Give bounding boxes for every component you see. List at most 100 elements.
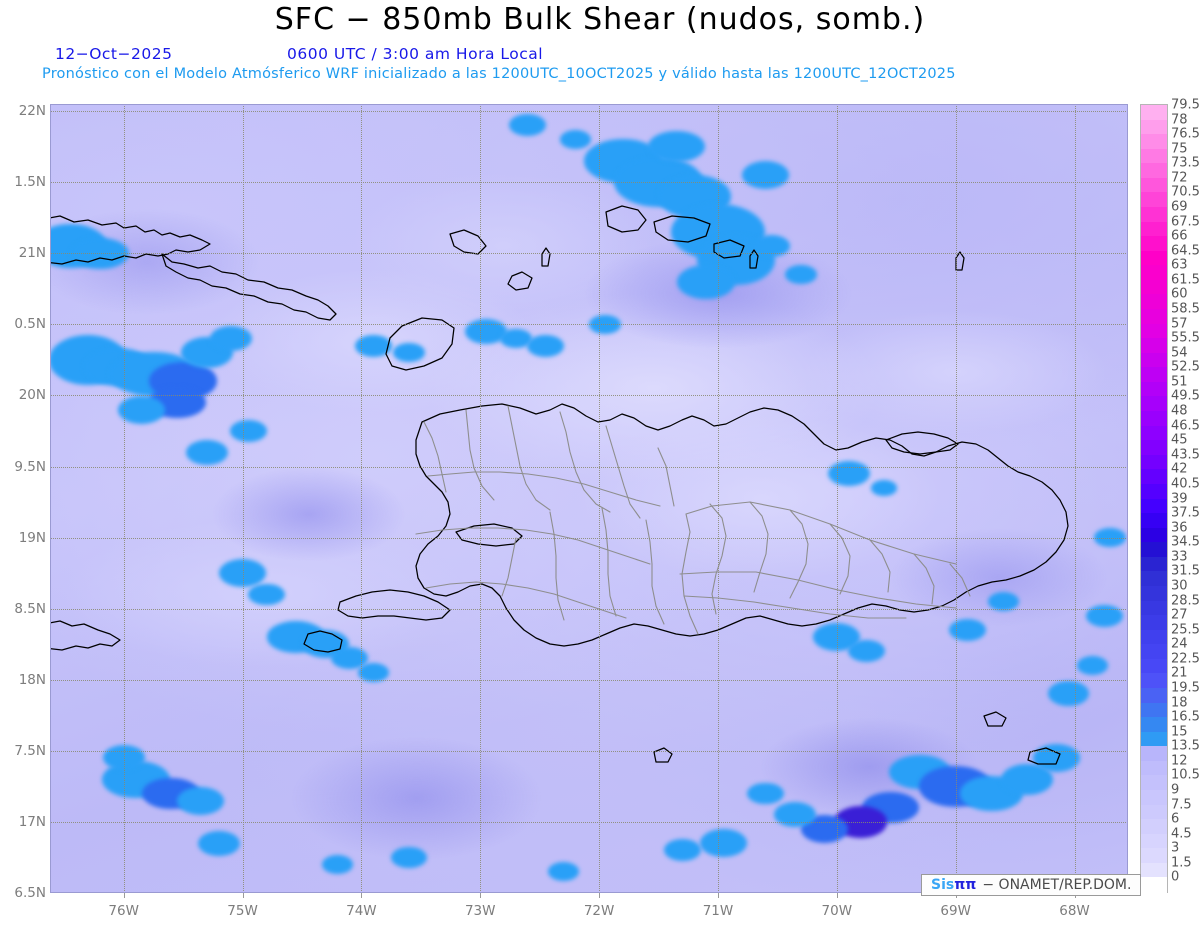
shear-max-patch [663,839,701,862]
lon-tick-label: 72W [583,903,615,919]
colorbar-swatch [1141,367,1167,383]
colorbar-tick-label: 45 [1171,432,1188,448]
colorbar-tick-label: 63 [1171,257,1188,273]
lon-tick-mark [123,893,125,898]
gridline-lat-19N [50,537,1128,539]
shear-max-patch [197,830,240,856]
forecast-time: 0600 UTC / 3:00 am Hora Local [287,45,544,63]
colorbar-swatch [1141,542,1167,558]
colorbar-labels: 79.5 78 76.5 75 73.5 72 70.5 69 67.5 66 64.5 63 61.5… [1171,98,1200,893]
colorbar-tick-label: 58.5 [1171,301,1200,317]
colorbar-swatch [1141,381,1167,398]
colorbar-swatch [1141,600,1167,616]
shear-max-patch [827,461,870,487]
colorbar-tick-label: 22.5 [1171,651,1200,667]
colorbar-tick-label: 24 [1171,636,1188,652]
colorbar-swatch [1141,294,1167,310]
lat-tick-label: 18N [18,671,46,688]
colorbar-tick-label: 13.5 [1171,738,1200,754]
gridline-lon-72W [599,104,601,893]
colorbar-swatch [1141,119,1167,135]
colorbar-tick-label: 6 [1171,811,1180,827]
colorbar-swatch [1141,454,1167,470]
colorbar-swatch [1141,498,1167,514]
colorbar-tick-label: 30 [1171,578,1188,594]
lat-tick-label: 6.5N [14,885,46,901]
colorbar[interactable] [1140,104,1168,893]
gridline-lat-22N [50,111,1128,113]
gridline-lat-18N [50,679,1128,681]
colorbar-swatch [1141,279,1167,296]
colorbar-swatch [1141,644,1167,660]
colorbar-swatch [1141,789,1167,806]
shear-max-patch [331,647,368,670]
gridline-lat-8.5N [50,608,1128,610]
colorbar-swatch [1141,833,1167,849]
field-mid-layer [50,104,1128,893]
lat-tick-label: 17N [18,813,46,830]
forecast-description: Pronóstico con el Modelo Atmósferico WRF… [42,66,956,82]
shear-max-patch [774,802,817,828]
shear-max-patch [1033,743,1081,772]
lon-tick-mark [242,893,244,898]
colorbar-swatch [1141,323,1167,339]
colorbar-tick-label: 36 [1171,520,1188,536]
colorbar-tick-label: 12 [1171,753,1188,769]
forecast-date: 12−Oct−2025 [55,45,173,63]
gridline-lon-70W [836,104,838,893]
lon-tick-mark [480,893,482,898]
shear-max-patch [500,329,532,348]
gridline-lon-71W [717,104,719,893]
shear-max-patch [949,619,986,641]
colorbar-swatch [1141,775,1167,791]
lon-tick-label: 76W [108,903,139,919]
colorbar-swatch [1141,440,1167,456]
shear-max-patch [465,318,508,344]
colorbar-swatch [1141,192,1167,208]
colorbar-tick-label: 64.5 [1171,243,1200,259]
shear-max-patch [785,265,817,284]
lon-tick-label: 68W [1059,903,1090,919]
colorbar-swatch [1141,556,1167,572]
colorbar-tick-label: 34.5 [1171,534,1200,550]
shear-max-patch [393,343,425,363]
colorbar-swatch [1141,673,1167,689]
coastline-overlay [50,205,1069,765]
colorbar-swatch [1141,877,1167,893]
colorbar-swatch [1141,265,1167,281]
colorbar-tick-label: 72 [1171,170,1188,186]
lon-tick-label: 73W [464,903,496,919]
colorbar-tick-label: 76.5 [1171,126,1200,142]
colorbar-tick-label: 1.5 [1171,855,1192,871]
colorbar-swatch [1141,731,1167,747]
shear-max-patch [357,663,389,683]
shear-max-patch [390,846,428,869]
shear-max-patch [747,782,784,805]
lon-tick-mark [836,893,838,898]
colorbar-tick-label: 57 [1171,316,1188,332]
gridline-lat-21N [50,253,1128,255]
logo-pi-icon: ππ [954,877,977,893]
lat-tick-label: 21N [18,245,46,262]
colorbar-tick-label: 3 [1171,840,1180,856]
gridline-lat-0.5N [50,324,1128,326]
lat-tick-label: 19N [18,529,46,546]
colorbar-swatch [1141,760,1167,776]
colorbar-tick-label: 9 [1171,782,1180,798]
colorbar-tick-label: 21 [1171,665,1188,681]
colorbar-tick-label: 7.5 [1171,797,1192,813]
colorbar-tick-label: 66 [1171,228,1188,244]
colorbar-tick-label: 49.5 [1171,388,1200,404]
colorbar-tick-label: 69 [1171,199,1188,215]
colorbar-swatch [1141,658,1167,674]
lat-tick-label: 1.5N [14,174,46,191]
shear-max-patch [230,420,267,442]
colorbar-tick-label: 42 [1171,461,1188,477]
colorbar-tick-label: 54 [1171,345,1188,361]
colorbar-tick-label: 52.5 [1171,359,1200,375]
colorbar-tick-label: 25.5 [1171,622,1200,638]
map-plot-area[interactable] [50,104,1128,893]
colorbar-tick-label: 46.5 [1171,418,1200,434]
latitude-axis: 22N 1.5N 21N 0.5N 20N 9.5N 19N 8.5N 18N 7.5N 17N 6.… [0,103,50,901]
colorbar-tick-label: 40.5 [1171,476,1200,492]
